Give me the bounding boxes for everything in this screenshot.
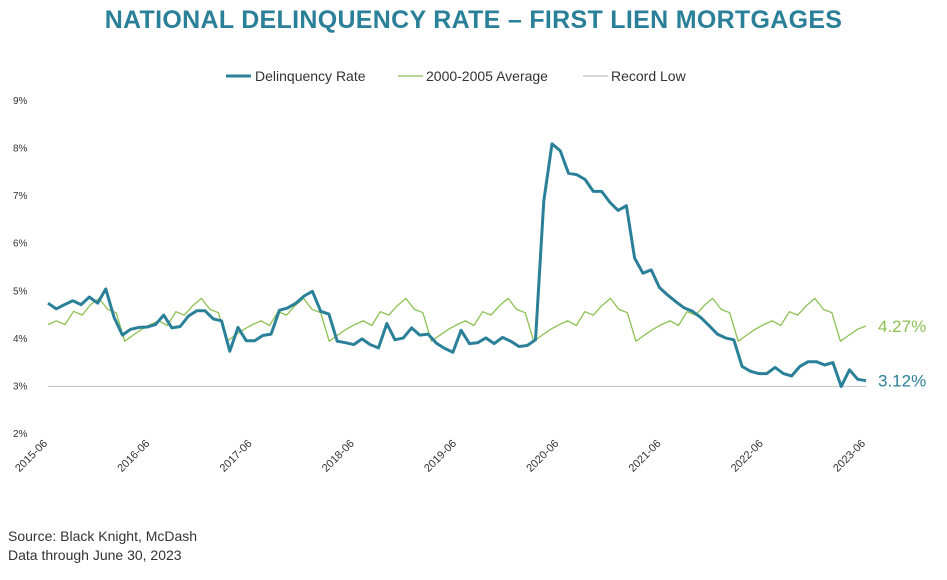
series-2000-2005-average-line	[47, 297, 867, 342]
source-note: Source: Black Knight, McDash	[8, 528, 198, 544]
y-tick-label: 9%	[13, 96, 28, 107]
legend-label: Record Low	[611, 68, 687, 84]
x-tick-label: 2018-06	[320, 438, 357, 475]
x-tick-label: 2022-06	[729, 438, 766, 475]
y-axis: 2% 3% 4% 5% 6% 7% 8% 9%	[13, 96, 28, 440]
x-axis: 2015-06 2016-06 2017-06 2018-06 2019-06 2020-…	[13, 438, 868, 475]
x-tick-label: 2021-06	[627, 438, 664, 475]
legend-label: 2000-2005 Average	[426, 68, 548, 84]
legend-label: Delinquency Rate	[255, 68, 366, 84]
data-through-note: Data through June 30, 2023	[8, 547, 182, 563]
legend-item-2000-2005-average: 2000-2005 Average	[398, 68, 548, 84]
y-tick-label: 4%	[13, 334, 28, 345]
x-tick-label: 2019-06	[422, 438, 459, 475]
y-tick-label: 7%	[13, 191, 28, 202]
series-delinquency-rate-line	[47, 142, 867, 388]
y-tick-label: 3%	[13, 381, 28, 392]
y-tick-label: 2%	[13, 429, 28, 440]
x-tick-label: 2023-06	[831, 438, 868, 475]
x-tick-label: 2015-06	[13, 438, 50, 475]
chart-title: NATIONAL DELINQUENCY RATE – FIRST LIEN M…	[104, 6, 843, 34]
y-tick-label: 8%	[13, 144, 28, 155]
x-tick-label: 2017-06	[218, 438, 255, 475]
series-layer	[47, 142, 867, 388]
end-label-delinquency-rate: 3.12%	[878, 372, 926, 391]
x-tick-label: 2020-06	[524, 438, 561, 475]
y-tick-label: 6%	[13, 239, 28, 250]
legend-item-delinquency-rate: Delinquency Rate	[226, 68, 366, 84]
end-label-2000-2005-average: 4.27%	[878, 317, 926, 336]
legend: Delinquency Rate 2000-2005 Average Record …	[226, 68, 687, 84]
legend-item-record-low: Record Low	[583, 68, 687, 84]
y-tick-label: 5%	[13, 286, 28, 297]
x-tick-label: 2016-06	[115, 438, 152, 475]
end-labels: 4.27% 3.12%	[878, 317, 926, 391]
